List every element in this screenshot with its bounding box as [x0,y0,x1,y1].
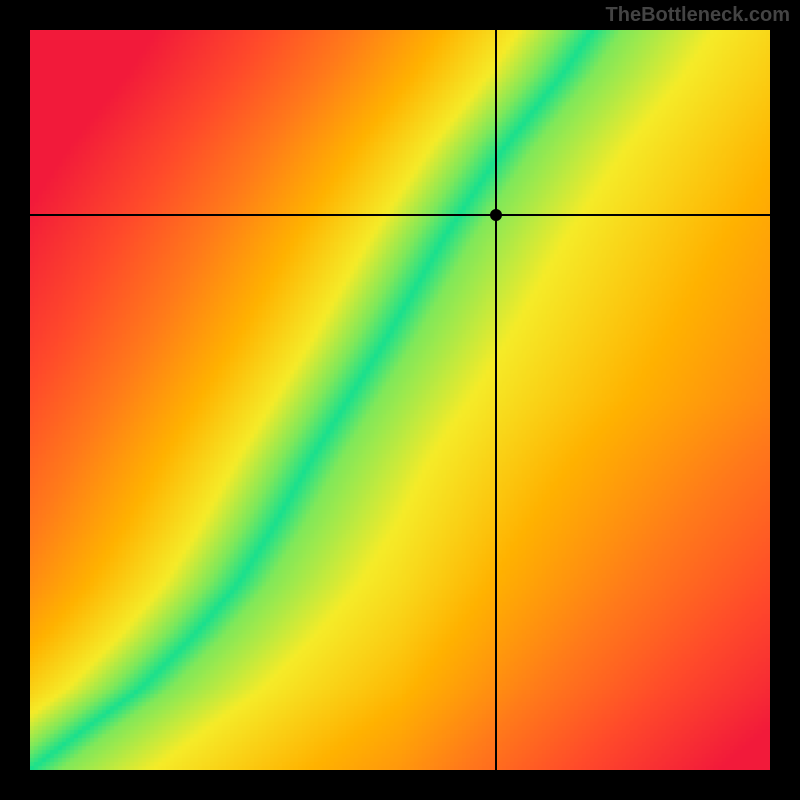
crosshair-horizontal [30,214,770,216]
heatmap-plot [30,30,770,770]
watermark-text: TheBottleneck.com [606,4,790,27]
crosshair-marker [490,209,502,221]
heatmap-canvas [30,30,770,770]
crosshair-vertical [495,30,497,770]
